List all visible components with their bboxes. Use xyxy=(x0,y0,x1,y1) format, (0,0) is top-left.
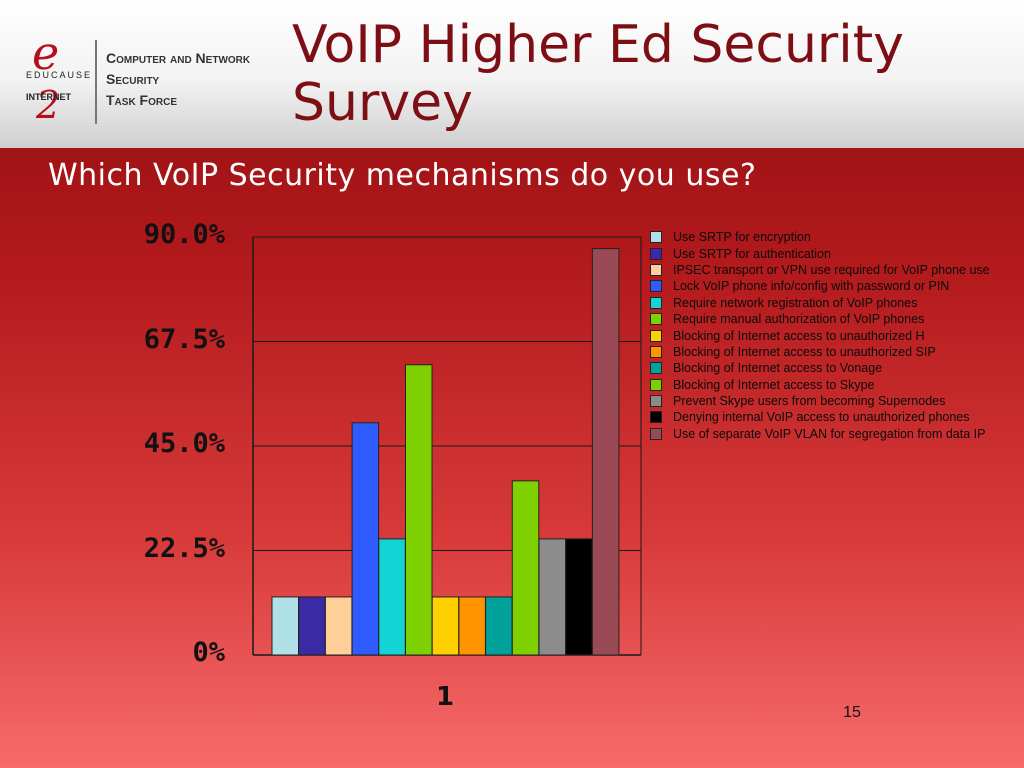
legend-label: Prevent Skype users from becoming Supern… xyxy=(673,394,946,409)
legend-swatch xyxy=(650,362,662,375)
y-tick-label: 90.0% xyxy=(143,219,225,250)
legend-swatch xyxy=(650,329,662,342)
legend-label: Lock VoIP phone info/config with passwor… xyxy=(673,279,950,294)
y-tick-label: 0% xyxy=(192,637,225,668)
legend-swatch xyxy=(650,378,662,391)
legend-item: Blocking of Internet access to unauthori… xyxy=(650,327,1024,343)
legend-label: Require network registration of VoIP pho… xyxy=(673,295,918,310)
legend-item: Lock VoIP phone info/config with passwor… xyxy=(650,278,1024,294)
slide-header: e EDUCAUSE 2 INTERNET Computer and Netwo… xyxy=(0,0,1024,148)
x-axis-category-label: 1 xyxy=(435,682,455,712)
task-force-name: Computer and Network Security Task Force xyxy=(106,48,250,111)
legend-swatch xyxy=(650,427,662,440)
bar-13 xyxy=(591,248,620,656)
task-force-line1: Computer and Network xyxy=(106,50,251,66)
security-task-force-logo: e EDUCAUSE 2 INTERNET Computer and Netwo… xyxy=(20,30,280,130)
bar-6 xyxy=(405,364,433,656)
legend-label: Use of separate VoIP VLAN for segregatio… xyxy=(673,426,986,441)
task-force-line2: Security xyxy=(106,71,160,87)
internet2-logo-mark: 2 xyxy=(36,83,61,127)
bar-9 xyxy=(485,596,513,656)
slide-title-line1: VoIP Higher Ed Security xyxy=(292,15,904,75)
bar-8 xyxy=(458,596,486,656)
legend-swatch xyxy=(650,280,662,293)
legend-swatch xyxy=(650,395,662,408)
legend-item: Blocking of Internet access to Skype xyxy=(650,377,1024,393)
legend-label: IPSEC transport or VPN use required for … xyxy=(673,262,990,277)
slide-question: Which VoIP Security mechanisms do you us… xyxy=(48,158,757,193)
educause-e-logo: e xyxy=(32,26,60,80)
task-force-line3: Task Force xyxy=(106,92,177,108)
legend-label: Use SRTP for authentication xyxy=(673,246,831,261)
y-tick-label: 22.5% xyxy=(143,532,225,564)
logo-divider xyxy=(95,40,97,124)
legend-swatch xyxy=(650,263,662,276)
legend-swatch xyxy=(650,296,662,309)
legend-swatch xyxy=(650,345,662,358)
legend-label: Denying internal VoIP access to unauthor… xyxy=(673,410,970,425)
bar-5 xyxy=(378,538,406,656)
bar-4 xyxy=(351,422,380,656)
legend-item: Prevent Skype users from becoming Supern… xyxy=(650,393,1024,409)
legend-label: Blocking of Internet access to Skype xyxy=(673,377,875,392)
legend-item: Use SRTP for authentication xyxy=(650,245,1024,261)
y-tick-label: 67.5% xyxy=(143,323,225,355)
legend-item: Blocking of Internet access to Vonage xyxy=(650,360,1024,376)
bar-11 xyxy=(538,538,566,656)
legend-label: Require manual authorization of VoIP pho… xyxy=(673,312,925,327)
educause-wordmark: EDUCAUSE xyxy=(26,70,93,80)
legend-label: Blocking of Internet access to Vonage xyxy=(673,361,883,376)
bar-12 xyxy=(565,538,593,656)
slide-title: VoIP Higher Ed Security Survey xyxy=(292,16,904,132)
legend-swatch xyxy=(650,313,662,326)
legend-label: Blocking of Internet access to unauthori… xyxy=(673,344,936,359)
legend-label: Blocking of Internet access to unauthori… xyxy=(673,328,925,343)
internet-wordmark: INTERNET xyxy=(26,92,71,102)
legend-label: Use SRTP for encryption xyxy=(673,230,811,245)
bar-3 xyxy=(324,596,353,656)
chart-legend: Use SRTP for encryption Use SRTP for auth… xyxy=(650,229,1024,442)
legend-item: Blocking of Internet access to unauthori… xyxy=(650,344,1024,360)
legend-swatch xyxy=(650,411,662,424)
legend-swatch xyxy=(650,247,662,260)
y-tick-label: 45.0% xyxy=(143,428,225,459)
slide-title-line2: Survey xyxy=(292,73,473,133)
legend-item: Require manual authorization of VoIP pho… xyxy=(650,311,1024,327)
page-number: 15 xyxy=(843,704,861,721)
bar-10 xyxy=(511,480,540,656)
legend-item: Require network registration of VoIP pho… xyxy=(650,295,1024,311)
legend-swatch xyxy=(650,231,662,244)
bar-1 xyxy=(271,596,299,656)
bar-2 xyxy=(298,596,326,656)
legend-item: Use SRTP for encryption xyxy=(650,229,1024,245)
bar-7 xyxy=(431,596,460,656)
legend-item: Denying internal VoIP access to unauthor… xyxy=(650,409,1024,425)
legend-item: IPSEC transport or VPN use required for … xyxy=(650,262,1024,278)
legend-item: Use of separate VoIP VLAN for segregatio… xyxy=(650,426,1024,442)
